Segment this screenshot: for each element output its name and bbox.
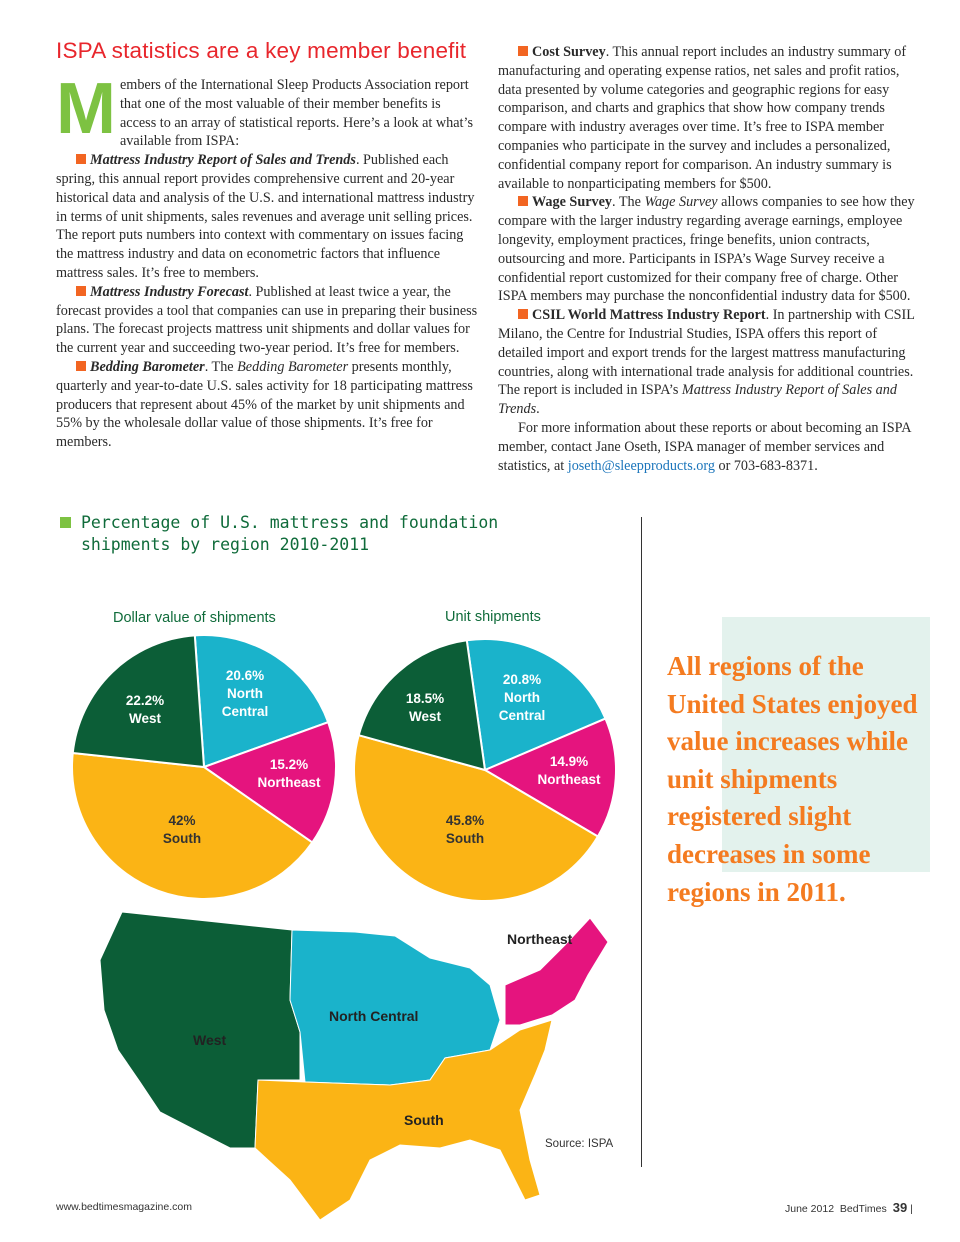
map-label-south: South [404,1112,444,1128]
bullet-square-icon [76,285,86,296]
bullet-square-icon [518,196,528,207]
pie-slice-northeast [482,717,617,838]
bullet-square-icon [76,360,86,371]
us-map [99,911,609,1221]
closing-paragraph: For more information about these reports… [498,419,911,474]
intro-text: embers of the International Sleep Produc… [119,77,473,150]
pie-title-units: Unit shipments [445,609,541,625]
map-region-south [254,1019,553,1221]
pie-unit-shipments [353,638,617,902]
map-label-northeast: Northeast [507,931,573,947]
page-number: 39 [892,1200,908,1215]
pie1-label-north-central: 20.8% North Central [498,672,546,723]
divider [641,517,642,1167]
pie-slice-south [353,733,600,902]
bullet-square-icon [518,46,528,56]
bullet-square-icon [518,309,528,320]
pull-quote: All regions of the United States enjoyed… [667,651,918,907]
pie1-label-northeast: 14.9% Northeast [537,754,601,787]
footer-issue: June 2012 BedTimes 39 | [785,1200,913,1215]
pie0-label-west: 22.2% West [125,693,165,726]
report-item: Cost Survey. This annual report includes… [498,44,907,192]
pie0-label-south: 42% South [162,813,202,846]
report-item: Bedding Barometer. The Bedding Barometer… [56,358,473,451]
pie-slice-north-central [465,638,607,772]
bullet-square-icon [76,154,86,165]
footer-website: www.bedtimesmagazine.com [56,1201,192,1213]
map-label-north-central: North Central [329,1008,419,1024]
source-note: Source: ISPA [545,1138,614,1150]
pie-slice-south [71,751,314,900]
article-headline: ISPA statistics are a key member benefit [56,38,467,63]
pie-slice-northeast [201,720,337,844]
pie-title-dollar: Dollar value of shipments [113,610,276,626]
bullet-square-icon [60,517,71,528]
map-label-west: West [193,1032,227,1048]
dropcap: M [56,69,116,149]
right-column: Cost Survey. This annual report includes… [498,43,922,475]
report-item: Mattress Industry Forecast. Published at… [56,283,478,357]
pie1-label-south: 45.8% South [445,813,485,846]
report-item: Wage Survey. The Wage Survey allows comp… [498,194,915,305]
pie-dollar-value [71,634,337,900]
pie-slice-west [71,634,206,769]
pie0-label-northeast: 15.2% Northeast [257,757,321,790]
chart-title: Percentage of U.S. mattress and foundati… [60,512,581,556]
report-item: CSIL World Mattress Industry Report. In … [498,307,915,418]
callout-background [722,617,930,872]
pie0-label-north-central: 20.6% North Central [221,668,269,719]
pie-slice-west [357,639,487,772]
map-region-northeast [504,917,609,1026]
email-link[interactable]: joseth@sleepproducts.org [567,457,715,474]
pie1-label-west: 18.5% West [405,691,445,724]
report-item: Mattress Industry Report of Sales and Tr… [56,152,475,281]
